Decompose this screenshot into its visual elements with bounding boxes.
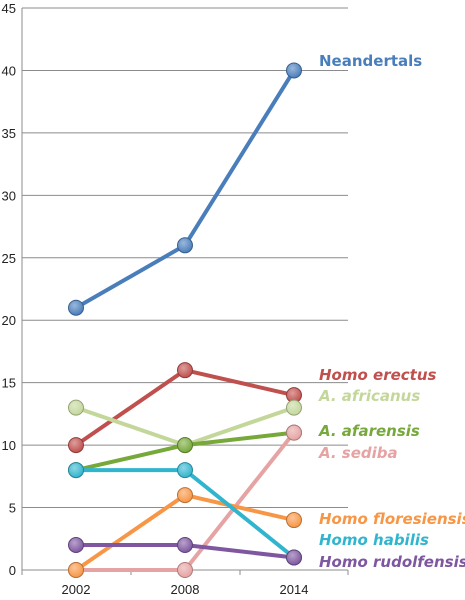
point-neandertals-2014: [286, 62, 302, 79]
y-tick-25: 25: [2, 251, 16, 266]
y-tick-15: 15: [2, 376, 16, 391]
label-neandertals: Neandertals: [319, 52, 422, 70]
point-a-sediba-2008: [177, 562, 193, 578]
y-tick-10: 10: [2, 438, 16, 453]
point-neandertals-2002: [68, 299, 84, 316]
line-homo-erectus: [74, 368, 296, 448]
x-tick-2014: 2014: [280, 582, 309, 597]
y-tick-5: 5: [9, 501, 16, 516]
point-homo-rudolfensis-2002: [68, 537, 84, 554]
point-homo-floresiensis-2014: [286, 512, 302, 529]
series-labels: Neandertals Homo erectus A. africanus A. af…: [318, 52, 465, 571]
y-tick-30: 30: [2, 188, 16, 203]
x-tick-2008: 2008: [171, 582, 200, 597]
point-homo-habilis-2002: [68, 462, 84, 479]
point-homo-rudolfensis-2014: [286, 549, 302, 566]
point-a-afarensis-2008: [177, 437, 193, 454]
y-tick-labels: 0 5 10 15 20 25 30 35 40 45: [2, 1, 16, 578]
point-homo-floresiensis-2002: [68, 562, 84, 578]
label-homo-floresiensis: Homo floresiensis: [319, 510, 465, 528]
series-points: [68, 62, 302, 578]
label-a-africanus: A. africanus: [318, 387, 420, 405]
label-homo-erectus: Homo erectus: [319, 366, 437, 384]
point-homo-erectus-2002: [68, 437, 84, 454]
y-tick-20: 20: [2, 313, 16, 328]
line-neandertals: [74, 68, 296, 310]
x-tick-2002: 2002: [62, 582, 91, 597]
label-a-afarensis: A. afarensis: [318, 422, 420, 440]
point-homo-habilis-2008: [177, 462, 193, 479]
y-tick-45: 45: [2, 1, 16, 16]
point-homo-floresiensis-2008: [177, 487, 193, 504]
y-tick-40: 40: [2, 63, 16, 78]
point-homo-erectus-2008: [177, 362, 193, 379]
point-a-africanus-2014: [286, 399, 302, 416]
x-tick-labels: 2002 2008 2014: [62, 582, 309, 597]
point-a-africanus-2002: [68, 399, 84, 416]
label-a-sediba: A. sediba: [318, 444, 398, 462]
point-neandertals-2008: [177, 237, 193, 254]
label-homo-rudolfensis: Homo rudolfensis: [319, 553, 465, 571]
y-tick-0: 0: [9, 563, 16, 578]
point-a-sediba-2014: [286, 424, 302, 441]
y-tick-35: 35: [2, 126, 16, 141]
label-homo-habilis: Homo habilis: [319, 531, 429, 549]
point-homo-rudolfensis-2008: [177, 537, 193, 554]
